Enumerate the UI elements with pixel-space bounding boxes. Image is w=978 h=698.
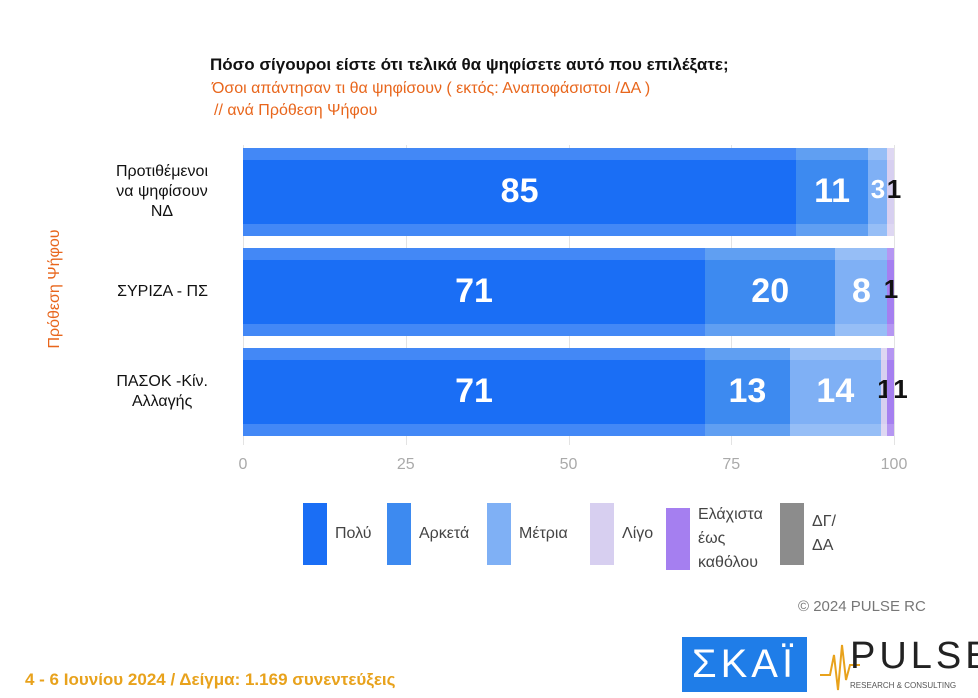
legend-swatch (387, 503, 411, 565)
x-tick-label: 75 (722, 456, 741, 473)
bar-segment (243, 148, 797, 236)
data-label: 1 (893, 374, 908, 404)
legend-label: Αρκετά (419, 525, 470, 542)
chart-subtitle-2: // ανά Πρόθεση Ψήφου (214, 102, 378, 119)
data-label: 8 (851, 272, 871, 310)
data-label: 1 (883, 274, 899, 304)
legend-label: Μέτρια (519, 525, 568, 542)
category-label: ΠΑΣΟΚ -Κίν. Αλλαγής (116, 373, 208, 410)
chart-subtitle-1: Όσοι απάντησαν τι θα ψηφίσουν ( εκτός: Α… (212, 80, 651, 97)
data-label: 71 (455, 372, 493, 410)
bar-segment (867, 148, 888, 236)
category-label: Προτιθέμενοι να ψηφίσουν ΝΔ (115, 163, 208, 220)
pulse-logo: PULSE RESEARCH & CONSULTING (820, 635, 978, 695)
legend-swatch (666, 508, 690, 570)
legend-item: Λίγο (590, 503, 653, 565)
legend-swatch (780, 503, 804, 565)
x-tick-label: 100 (880, 456, 908, 473)
data-label: 85 (500, 172, 539, 210)
chart-title: Πόσο σίγουροι είστε ότι τελικά θα ψηφίσε… (210, 55, 729, 74)
bar-segment (887, 148, 894, 236)
bar-segment (705, 248, 836, 336)
bar-segment (880, 348, 888, 436)
bar-segment (243, 248, 706, 336)
legend-swatch (487, 503, 511, 565)
legend-item: Μέτρια (487, 503, 568, 565)
legend-item: Ελάχιστα έως καθόλου (666, 503, 763, 575)
bar-segment (835, 248, 888, 336)
gridline (894, 145, 895, 445)
bar-segment (887, 348, 894, 436)
data-label: 14 (816, 372, 855, 410)
legend-item: Αρκετά (387, 503, 469, 565)
data-label: 71 (455, 272, 493, 310)
legend-label: Λίγο (622, 525, 654, 542)
data-label: 1 (886, 174, 902, 204)
legend-label: ΔΓ/ΔΑ (812, 513, 836, 554)
bar-segment (789, 348, 881, 436)
data-label: 13 (728, 372, 767, 410)
legend-swatch (303, 503, 327, 565)
x-tick-label: 25 (396, 456, 415, 473)
data-label: 11 (814, 172, 851, 210)
pulse-logo-text: PULSE (850, 635, 978, 677)
copyright: © 2024 PULSE RC (798, 598, 926, 615)
x-tick-label: 0 (238, 456, 248, 473)
legend-label: Πολύ (335, 525, 372, 542)
bar-segment (796, 148, 868, 236)
pulse-wave-icon (820, 644, 860, 691)
skai-logo: ΣΚΑΪ (682, 637, 807, 692)
y-axis-label: Πρόθεση Ψήφου (46, 229, 63, 349)
legend-item: ΔΓ/ΔΑ (780, 503, 836, 565)
legend-item: Πολύ (303, 503, 372, 565)
bar-segment (705, 348, 790, 436)
data-label: 3 (870, 174, 886, 204)
category-label: ΣΥΡΙΖΑ - ΠΣ (117, 283, 208, 300)
legend-label: Ελάχιστα έως καθόλου (698, 506, 763, 571)
pulse-logo-tagline: RESEARCH & CONSULTING (850, 681, 957, 690)
data-label: 20 (751, 272, 790, 310)
x-tick-label: 50 (559, 456, 578, 473)
legend-swatch (590, 503, 614, 565)
footer-sample-info: 4 - 6 Ιουνίου 2024 / Δείγμα: 1.169 συνεν… (25, 670, 396, 689)
bar-segment (887, 248, 894, 336)
bar-segment (243, 348, 706, 436)
